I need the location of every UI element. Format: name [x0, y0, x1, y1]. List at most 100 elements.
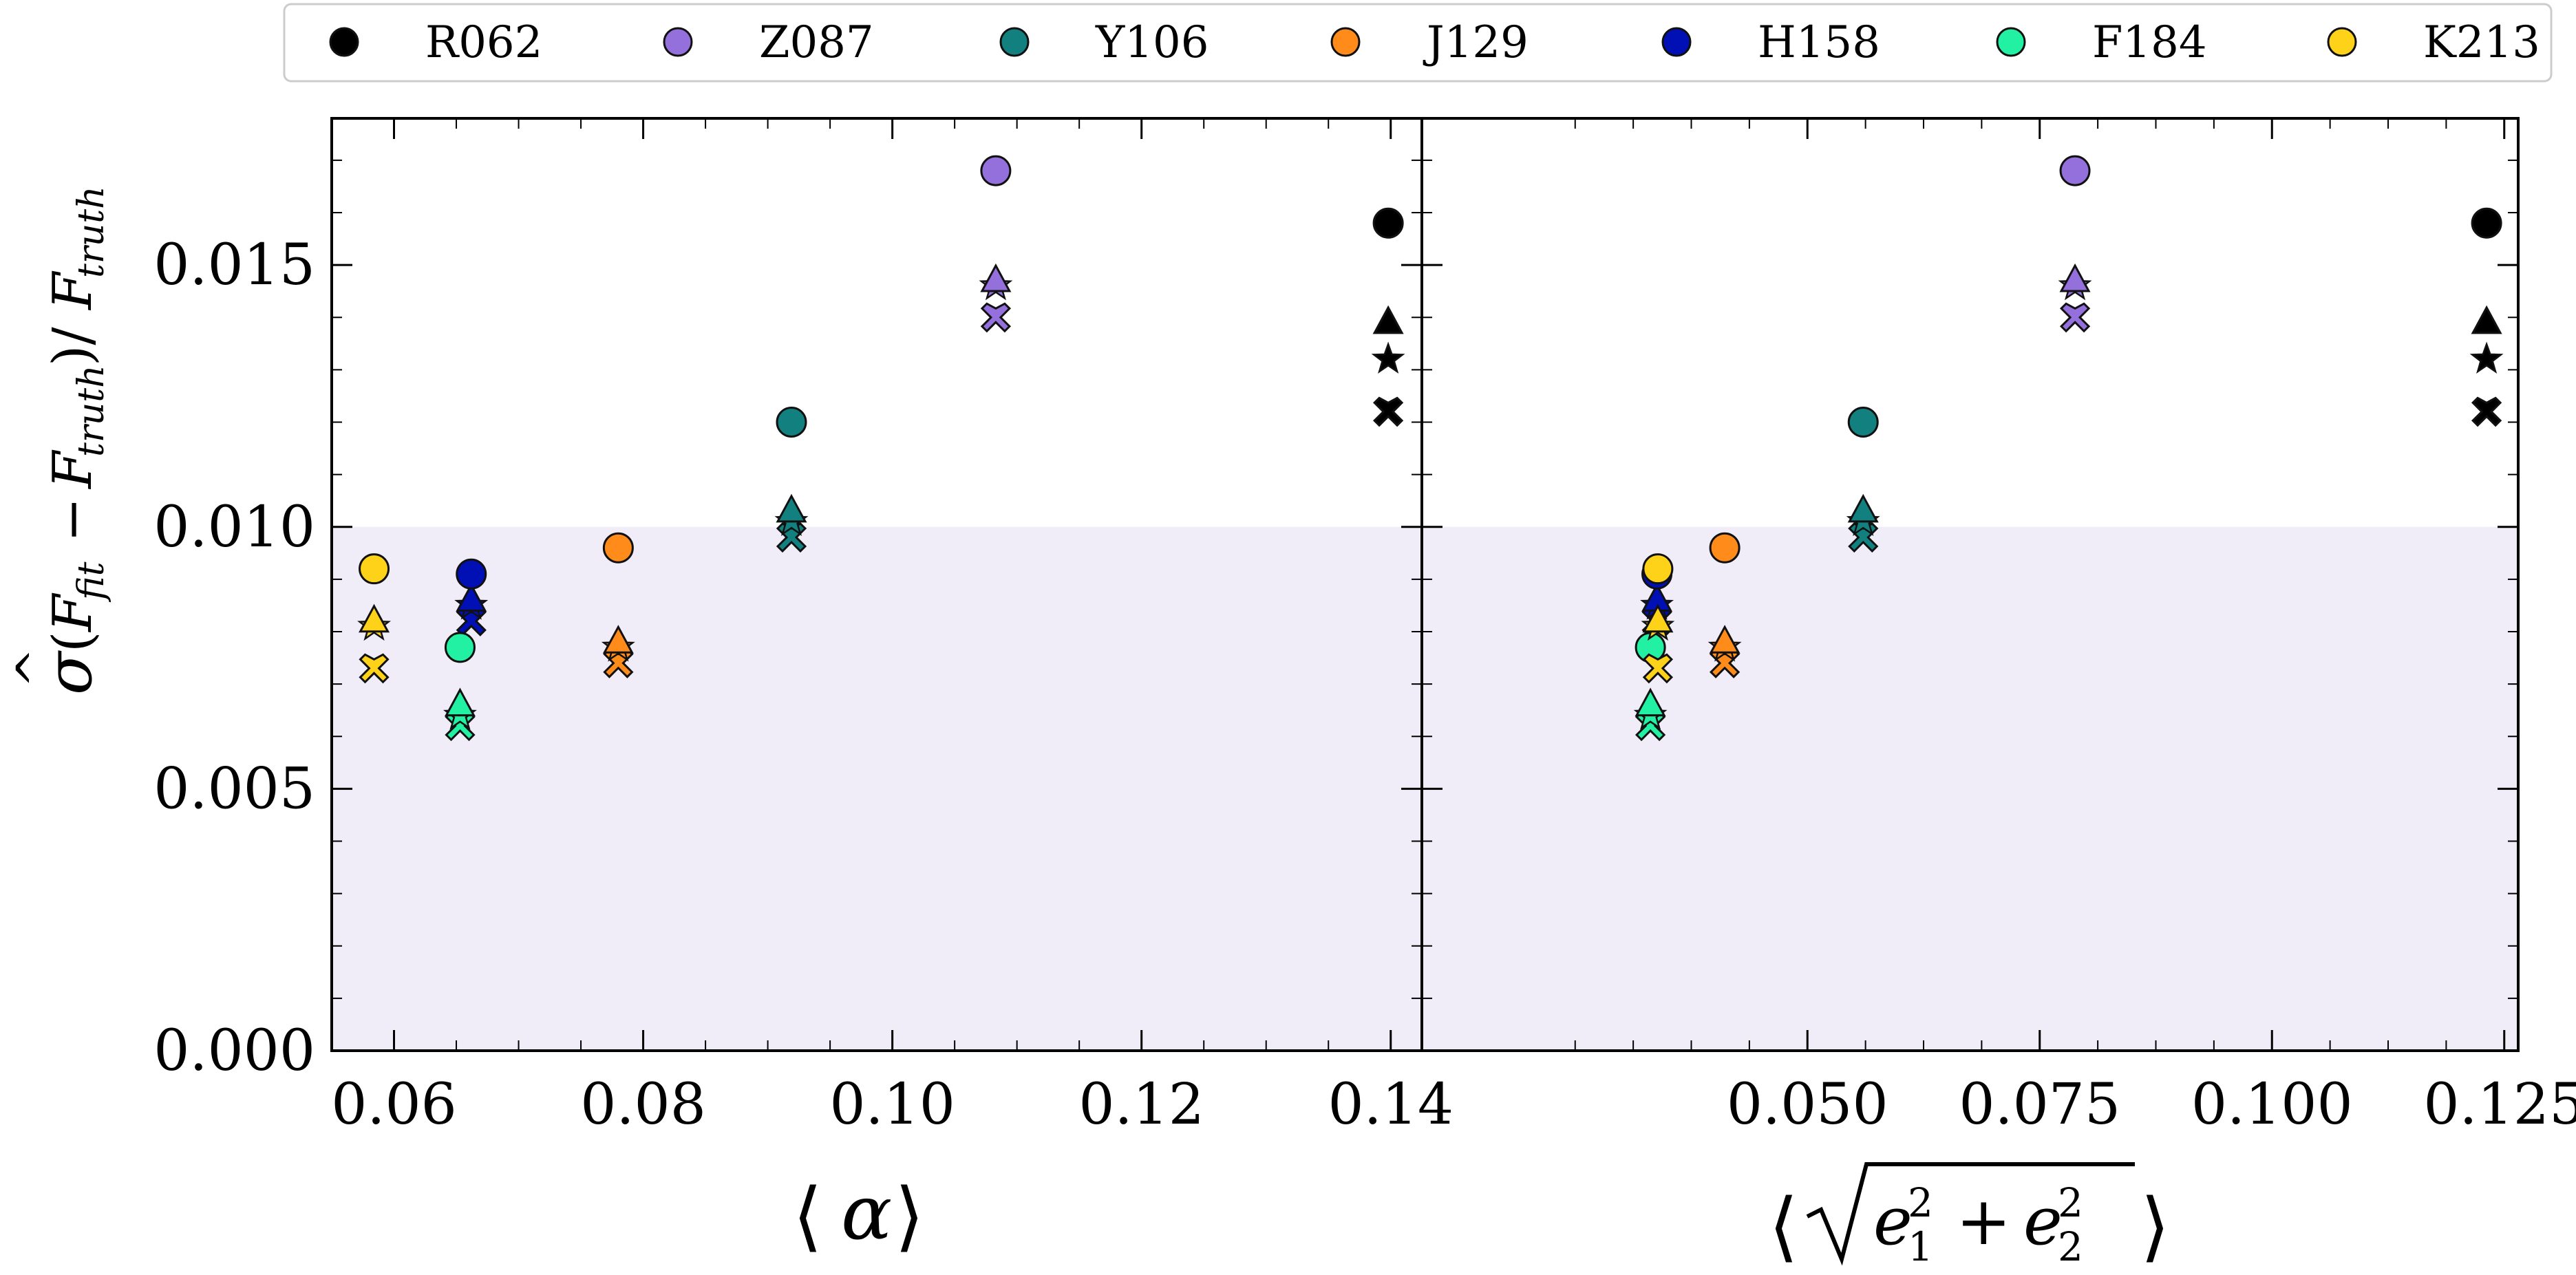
Z087-cross-point — [980, 302, 1012, 333]
K213-circle-point — [359, 553, 390, 585]
svg-text:truth: truth — [71, 365, 112, 457]
J129-triangle-point — [602, 625, 634, 654]
Y106-circle-point — [1847, 407, 1879, 438]
legend-marker-K213 — [2327, 27, 2357, 57]
svg-text:2: 2 — [2058, 1179, 2083, 1226]
series-H158 — [454, 558, 489, 636]
legend-marker-H158 — [1661, 27, 1692, 57]
series-J129 — [601, 532, 635, 678]
legend: R062 Z087 Y106 J129 H158 F184 K213 — [283, 3, 2553, 83]
x-axis-label-alpha: ⟨ α ⟩ — [793, 1168, 924, 1260]
y-tick-label: 0.005 — [153, 756, 315, 822]
x-tick-label: 0.08 — [580, 1072, 706, 1137]
legend-marker-J129 — [1330, 27, 1361, 57]
svg-text:⟨: ⟨ — [793, 1172, 822, 1260]
x-axis-label-ellipticity: ⟨ e 2 1 + e 2 2 ⟩ — [1769, 1162, 2170, 1270]
y-tick-label: 0.015 — [153, 233, 315, 298]
J129-triangle-point — [1709, 625, 1741, 654]
legend-label-F184: F184 — [2092, 17, 2207, 68]
x-tick-label: 0.14 — [1328, 1072, 1454, 1137]
y-tick-label: 0.010 — [153, 495, 315, 560]
legend-marker-F184 — [1996, 27, 2026, 57]
R062-cross-point — [2471, 396, 2502, 427]
Y106-triangle-point — [1847, 493, 1879, 523]
x-tick-label: 0.06 — [331, 1072, 457, 1137]
series-F184 — [1633, 632, 1668, 742]
svg-text:F: F — [42, 449, 104, 490]
J129-circle-point — [1709, 532, 1741, 564]
R062-triangle-point — [1372, 305, 1404, 334]
svg-text:fit: fit — [71, 561, 112, 603]
shaded-region — [1422, 526, 2518, 1051]
legend-marker-R062 — [329, 27, 359, 57]
x-tick-label: 0.125 — [2423, 1072, 2576, 1137]
svg-text:⟩: ⟩ — [2140, 1182, 2170, 1270]
K213-triangle-point — [359, 603, 390, 633]
svg-text:)/: )/ — [42, 327, 104, 366]
svg-text:F: F — [42, 270, 104, 311]
y-tick-label: 0.000 — [153, 1018, 315, 1084]
Y106-circle-point — [776, 407, 807, 438]
series-Y106 — [1846, 407, 1880, 553]
svg-text:2: 2 — [1908, 1179, 1933, 1226]
legend-label-J129: J129 — [1423, 17, 1529, 68]
svg-text:^: ^ — [6, 647, 63, 688]
x-tick-label: 0.12 — [1078, 1072, 1204, 1137]
x-tick-label: 0.10 — [829, 1072, 955, 1137]
panel-alpha: 0.000 0.005 0.010 0.015 0.06 0.08 0.10 0.12 0.14 — [153, 117, 1454, 1137]
F184-triangle-point — [444, 687, 476, 717]
J129-circle-point — [602, 532, 634, 564]
H158-circle-point — [456, 558, 487, 590]
svg-text:2: 2 — [2058, 1223, 2083, 1270]
x-tick-label: 0.075 — [1959, 1072, 2120, 1137]
R062-triangle-point — [2471, 305, 2502, 334]
svg-text:e: e — [1873, 1183, 1913, 1260]
svg-text:⟩: ⟩ — [895, 1172, 924, 1260]
series-Z087 — [979, 155, 1013, 333]
K213-circle-point — [1642, 553, 1674, 585]
Y106-triangle-point — [776, 493, 807, 523]
plot-frame — [1420, 117, 2520, 1052]
series-J129 — [1707, 532, 1742, 678]
legend-label-Y106: Y106 — [1095, 17, 1209, 68]
series-Z087 — [2058, 155, 2092, 333]
series-F184 — [443, 632, 477, 742]
Z087-triangle-point — [2059, 263, 2091, 292]
R062-star-point — [2469, 341, 2504, 374]
legend-label-H158: H158 — [1758, 17, 1880, 68]
K213-triangle-point — [1642, 603, 1674, 633]
svg-text:truth: truth — [71, 186, 112, 278]
svg-text:e: e — [2023, 1183, 2063, 1260]
R062-star-point — [1371, 341, 1405, 374]
Z087-circle-point — [980, 155, 1012, 186]
x-tick-label: 0.050 — [1727, 1072, 1888, 1137]
Z087-circle-point — [2059, 155, 2091, 186]
K213-cross-point — [359, 653, 390, 684]
svg-text:1: 1 — [1908, 1223, 1933, 1270]
svg-text:⟨: ⟨ — [1769, 1182, 1798, 1270]
Z087-triangle-point — [980, 263, 1012, 292]
series-K213 — [1641, 553, 1675, 684]
shaded-region — [332, 526, 1422, 1051]
legend-frame — [283, 3, 2553, 83]
series-R062 — [1371, 207, 1405, 427]
x-tick-label: 0.100 — [2191, 1072, 2353, 1137]
R062-cross-point — [1372, 396, 1404, 427]
series-K213 — [357, 553, 392, 684]
R062-circle-point — [2471, 207, 2502, 239]
svg-text:−: − — [42, 497, 104, 542]
series-R062 — [2469, 207, 2504, 427]
Z087-cross-point — [2059, 302, 2091, 333]
legend-label-K213: K213 — [2423, 17, 2540, 68]
legend-marker-Y106 — [999, 27, 1030, 57]
H158-triangle-point — [456, 583, 487, 612]
svg-text:+: + — [1956, 1183, 2011, 1260]
legend-marker-Z087 — [663, 27, 693, 57]
K213-cross-point — [1642, 653, 1674, 684]
svg-text:(: ( — [42, 632, 104, 652]
F184-triangle-point — [1635, 687, 1666, 717]
F184-circle-point — [444, 632, 476, 663]
svg-text:α: α — [841, 1168, 892, 1256]
legend-label-Z087: Z087 — [759, 17, 874, 68]
legend-label-R062: R062 — [425, 17, 542, 68]
